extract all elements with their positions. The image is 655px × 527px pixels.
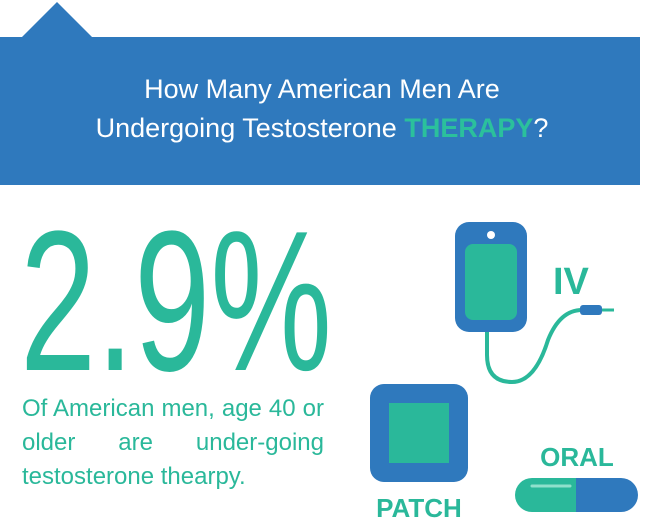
iv-connector [580, 305, 602, 315]
iv-hole [487, 231, 495, 239]
title-line1: How Many American Men Are [144, 74, 500, 104]
title-start: Undergoing Testosterone [96, 113, 405, 143]
title-line2: Undergoing Testosterone THERAPY? [96, 113, 549, 143]
title-highlight: THERAPY [404, 113, 533, 143]
pill-right [576, 478, 638, 512]
iv-tube [485, 308, 583, 385]
stat-value: 2.9% [20, 190, 332, 413]
patch-center [389, 403, 449, 463]
title-end: ? [533, 113, 548, 143]
pill-left [515, 478, 576, 512]
stat-description: Of American men, age 40 or older are und… [22, 395, 324, 490]
header-banner [0, 2, 640, 185]
oral-label: ORAL [540, 442, 614, 472]
iv-fluid [465, 244, 517, 320]
patch-label: PATCH [376, 493, 462, 523]
iv-label: IV [553, 261, 590, 303]
